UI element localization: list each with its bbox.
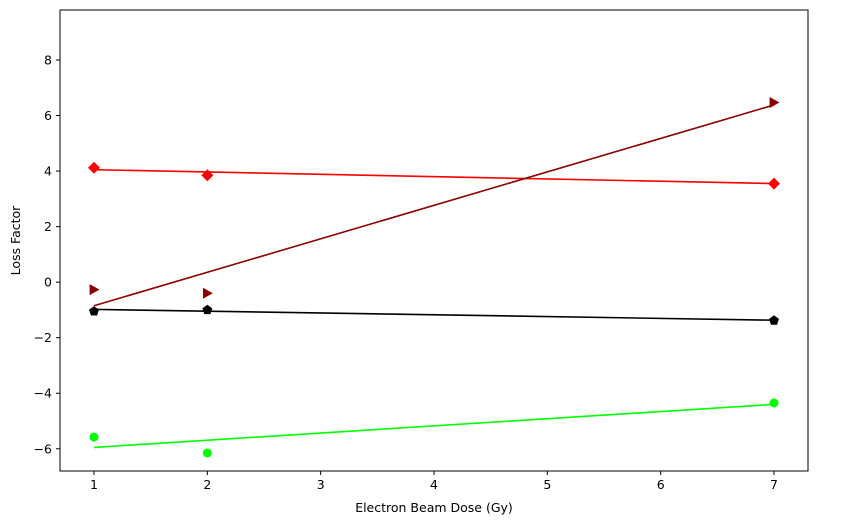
data-point [89,284,100,296]
data-point [88,161,100,174]
data-point [769,315,779,325]
data-point [201,169,214,182]
y-tick-label: 6 [44,108,52,123]
x-tick-label: 4 [430,477,438,492]
x-tick-label: 2 [203,477,211,492]
x-tick-label: 3 [317,477,325,492]
y-tick-label: −4 [34,386,52,401]
data-point [202,304,213,315]
y-tick-label: −6 [34,441,52,456]
y-tick-label: 0 [44,275,52,290]
x-axis-label: Electron Beam Dose (Gy) [355,500,513,515]
trend-line-4 [93,403,775,449]
data-point [89,432,99,442]
plot-area [88,96,780,458]
y-tick-label: 4 [44,164,52,179]
y-tick-label: 8 [44,52,52,67]
x-tick-label: 7 [770,477,778,492]
y-tick-label: −2 [34,330,52,345]
trend-line-3 [93,308,775,322]
trend-line-2 [93,104,775,307]
series-2 [89,96,780,307]
x-tick-label: 5 [543,477,551,492]
data-point [202,448,212,458]
series-3 [89,304,779,325]
axes-frame [59,9,809,472]
data-point [769,398,779,408]
y-tick-label: 2 [44,219,52,234]
series-4 [89,398,779,458]
y-axis-label: Loss Factor [8,205,23,276]
trend-line-1 [93,168,775,185]
data-point [768,177,780,190]
x-tick-label: 6 [657,477,665,492]
axis-ticks: 1 2 3 4 5 6 7 −6 −4 −2 0 2 4 6 8 [34,52,778,492]
data-point [89,306,99,316]
data-point [202,287,213,299]
data-point [769,96,780,108]
x-tick-label: 1 [90,477,98,492]
series-1 [88,161,780,190]
